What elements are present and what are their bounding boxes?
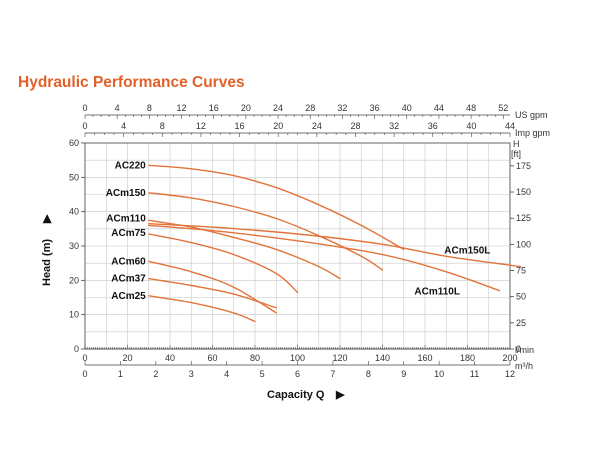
curve-labels: AC220 ACm150 ACm110 ACm75 ACm60 ACm37 ACm25 ACm… — [106, 160, 491, 301]
curve-label-acm110: ACm110 — [106, 213, 146, 224]
curve-ac220 — [148, 164, 405, 251]
lmin-tick-label: 40 — [165, 353, 175, 363]
ft-tick-label: 25 — [516, 318, 526, 328]
usgpm-tick-label: 0 — [82, 103, 87, 113]
m3h-tick-label: 3 — [189, 369, 194, 379]
m3h-tick-label: 12 — [505, 369, 515, 379]
m3h-tick-label: 9 — [401, 369, 406, 379]
y-tick-label: 30 — [69, 241, 79, 251]
usgpm-tick-label: 32 — [337, 103, 347, 113]
y-tick-label: 10 — [69, 310, 79, 320]
impgpm-tick-label: 8 — [160, 121, 165, 131]
curve-acm150l — [148, 223, 522, 268]
y-tick-label: 0 — [74, 344, 79, 354]
curve-label-acm110l: ACm110L — [414, 287, 460, 298]
lmin-tick-label: 100 — [290, 353, 305, 363]
ft-tick-label: 100 — [516, 239, 531, 249]
ft-tick-label: 0 — [516, 344, 521, 354]
x-axis-arrow: ▶ — [335, 389, 345, 401]
ft-unit-h: H — [513, 139, 520, 149]
curve-label-ac220: AC220 — [115, 160, 147, 171]
m3h-tick-label: 5 — [260, 369, 265, 379]
y-axis-title: Head (m) — [41, 239, 53, 286]
m3h-tick-label: 6 — [295, 369, 300, 379]
ft-tick-label: 125 — [516, 213, 531, 223]
impgpm-tick-label: 0 — [82, 121, 87, 131]
curve-acm110 — [148, 219, 341, 280]
lmin-tick-label: 180 — [460, 353, 475, 363]
y-axis-label: Head (m) — [41, 239, 53, 286]
curves — [148, 164, 522, 323]
lmin-tick-label: 140 — [375, 353, 390, 363]
ft-tick-label: 50 — [516, 292, 526, 302]
usgpm-tick-label: 36 — [370, 103, 380, 113]
usgpm-tick-label: 44 — [434, 103, 444, 113]
curve-label-acm75: ACm75 — [111, 228, 146, 239]
usgpm-tick-label: 16 — [209, 103, 219, 113]
y-tick-label: 20 — [69, 275, 79, 285]
curve-acm25 — [148, 295, 256, 323]
lmin-tick-label: 20 — [122, 353, 132, 363]
lmin-tick-label: 0 — [82, 353, 87, 363]
chart-title: Hydraulic Performance Curves — [18, 74, 245, 91]
x-axis-title: Capacity Q — [267, 389, 325, 401]
y-tick-label: 40 — [69, 207, 79, 217]
impgpm-unit: Imp gpm — [515, 128, 550, 138]
m3h-unit: m³/h — [515, 361, 533, 371]
ft-tick-label: 75 — [516, 266, 526, 276]
impgpm-tick-label: 32 — [389, 121, 399, 131]
usgpm-tick-label: 12 — [177, 103, 187, 113]
m3h-tick-label: 11 — [470, 369, 479, 379]
usgpm-tick-label: 28 — [305, 103, 315, 113]
usgpm-tick-label: 52 — [498, 103, 508, 113]
ft-tick-label: 150 — [516, 187, 531, 197]
impgpm-tick-label: 12 — [196, 121, 206, 131]
usgpm-unit: US gpm — [515, 110, 548, 120]
curve-label-acm25: ACm25 — [111, 291, 146, 302]
usgpm-tick-label: 20 — [241, 103, 251, 113]
lmin-tick-label: 80 — [250, 353, 260, 363]
y-tick-label: 50 — [69, 172, 79, 182]
ft-unit-label: [ft] — [511, 149, 521, 159]
y-tick-label: 60 — [69, 138, 79, 148]
lmin-tick-label: 160 — [417, 353, 432, 363]
usgpm-tick-label: 48 — [466, 103, 476, 113]
impgpm-tick-label: 4 — [121, 121, 126, 131]
curve-label-acm150: ACm150 — [106, 188, 146, 199]
m3h-tick-label: 2 — [153, 369, 158, 379]
m3h-tick-label: 0 — [82, 369, 87, 379]
m3h-tick-label: 1 — [118, 369, 123, 379]
curve-label-acm150l: ACm150L — [444, 245, 490, 256]
m3h-tick-label: 10 — [434, 369, 444, 379]
usgpm-tick-label: 40 — [402, 103, 412, 113]
lmin-tick-label: 200 — [502, 353, 517, 363]
impgpm-tick-label: 20 — [273, 121, 283, 131]
usgpm-tick-label: 24 — [273, 103, 283, 113]
impgpm-tick-label: 40 — [466, 121, 476, 131]
curve-acm110l — [148, 224, 501, 292]
impgpm-tick-label: 24 — [312, 121, 322, 131]
impgpm-tick-label: 16 — [235, 121, 245, 131]
lmin-tick-label: 60 — [207, 353, 217, 363]
impgpm-tick-label: 44 — [505, 121, 515, 131]
curve-acm75 — [148, 233, 299, 294]
usgpm-tick-label: 4 — [115, 103, 120, 113]
impgpm-tick-label: 28 — [350, 121, 360, 131]
m3h-tick-label: 4 — [224, 369, 229, 379]
m3h-tick-label: 8 — [366, 369, 371, 379]
curve-acm150 — [148, 192, 384, 271]
curve-label-acm60: ACm60 — [111, 256, 146, 267]
impgpm-tick-label: 36 — [428, 121, 438, 131]
lmin-tick-label: 120 — [332, 353, 347, 363]
lmin-unit: l/min — [515, 345, 534, 355]
y-axis-arrow: ▶ — [41, 214, 53, 224]
usgpm-tick-label: 8 — [147, 103, 152, 113]
ft-tick-label: 175 — [516, 161, 531, 171]
curve-label-acm37: ACm37 — [111, 274, 146, 285]
m3h-tick-label: 7 — [330, 369, 335, 379]
curve-acm37 — [148, 277, 277, 309]
